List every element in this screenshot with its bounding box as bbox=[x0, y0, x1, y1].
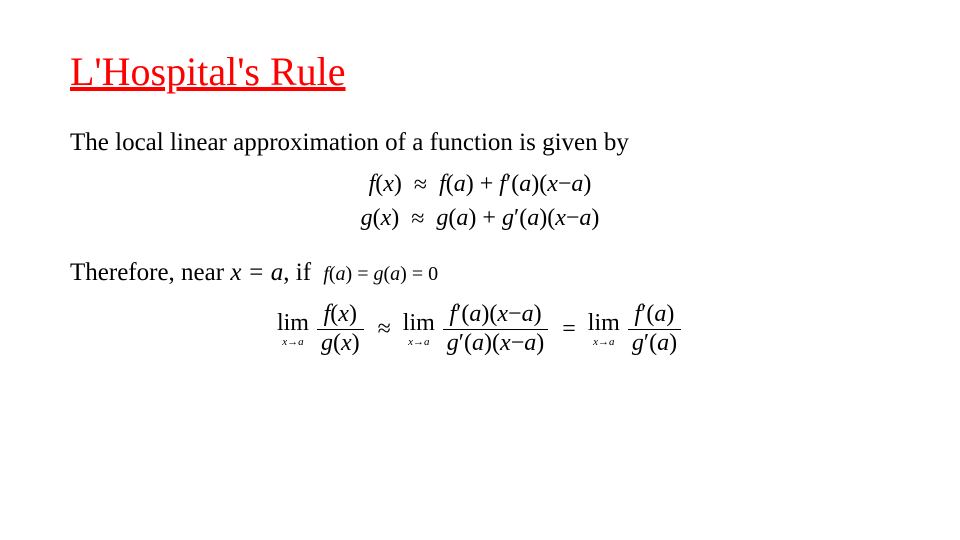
eq2-t1-fn: g bbox=[436, 205, 448, 231]
limit-2: lim x→a bbox=[403, 311, 435, 348]
eq1-t1-fn: f bbox=[439, 171, 446, 197]
eq1-t2-arg: a bbox=[519, 171, 531, 197]
lparen: ( bbox=[464, 330, 472, 356]
f2-num-minus: − bbox=[508, 301, 522, 327]
lparen: ( bbox=[547, 205, 555, 231]
therefore-prefix: Therefore, near bbox=[70, 259, 230, 286]
lparen: ( bbox=[492, 330, 500, 356]
lim-sub: x→a bbox=[588, 337, 620, 348]
eq2-lhs-arg: x bbox=[381, 205, 392, 231]
lparen: ( bbox=[649, 330, 657, 356]
f2-den-fl: x bbox=[500, 330, 511, 356]
therefore-suffix: , if bbox=[283, 259, 311, 286]
intro-text: The local linear approximation of a func… bbox=[70, 129, 890, 157]
rparen: ) bbox=[346, 263, 353, 285]
limit-1: lim x→a bbox=[277, 311, 309, 348]
cond-zero: 0 bbox=[428, 263, 438, 285]
eq2-plus: + bbox=[482, 205, 496, 231]
rparen: ) bbox=[466, 171, 474, 197]
equation-3: lim x→a f(x) g(x) ≈ lim x→a f′(a)(x−a) g… bbox=[70, 301, 890, 357]
condition: f(a) = g(a) = 0 bbox=[323, 263, 438, 285]
equation-1: f(x) ≈ f(a) + f′(a)(x−a) bbox=[70, 171, 890, 199]
f2-den-fn: g bbox=[447, 330, 459, 356]
eq1-factor-r: a bbox=[571, 171, 583, 197]
equation-2: g(x) ≈ g(a) + g′(a)(x−a) bbox=[70, 205, 890, 233]
eq1-minus: − bbox=[558, 171, 572, 197]
fraction-3: f′(a) g′(a) bbox=[628, 301, 681, 357]
f2-den-minus: − bbox=[511, 330, 525, 356]
rparen: ) bbox=[484, 330, 492, 356]
fraction-1: f(x) g(x) bbox=[317, 301, 364, 357]
cond-g-arg: a bbox=[390, 263, 400, 285]
rparen: ) bbox=[394, 171, 402, 197]
rparen: ) bbox=[583, 171, 591, 197]
eq2-factor-r: a bbox=[579, 205, 591, 231]
f1-den-fn: g bbox=[321, 330, 333, 356]
cond-g-fn: g bbox=[374, 263, 384, 285]
eq2-t2-arg: a bbox=[527, 205, 539, 231]
eq3-approx: ≈ bbox=[372, 316, 397, 343]
therefore-var: x = a bbox=[230, 259, 283, 286]
lim-text: lim bbox=[277, 311, 309, 335]
eq1-factor-l: x bbox=[547, 171, 558, 197]
lim-sub: x→a bbox=[403, 337, 435, 348]
eq2-factor-l: x bbox=[555, 205, 566, 231]
eq2-t1-arg: a bbox=[456, 205, 468, 231]
rparen: ) bbox=[468, 205, 476, 231]
eq1-lhs-arg: x bbox=[383, 171, 394, 197]
f2-num-arg: a bbox=[469, 301, 481, 327]
f3-num-arg: a bbox=[654, 301, 666, 327]
limit-3: lim x→a bbox=[588, 311, 620, 348]
lparen: ( bbox=[373, 205, 381, 231]
lparen: ( bbox=[446, 171, 454, 197]
f3-den-arg: a bbox=[657, 330, 669, 356]
f2-num-fl: x bbox=[497, 301, 508, 327]
lparen: ( bbox=[333, 330, 341, 356]
rparen: ) bbox=[349, 301, 357, 327]
rparen: ) bbox=[666, 301, 674, 327]
eq1-plus: + bbox=[480, 171, 494, 197]
slide: L'Hospital's Rule The local linear appro… bbox=[0, 0, 960, 540]
cond-f-arg: a bbox=[336, 263, 346, 285]
eq1-t2-fn: f bbox=[499, 171, 506, 197]
lim-text: lim bbox=[403, 311, 435, 335]
lparen: ( bbox=[519, 205, 527, 231]
eq3-equals: = bbox=[556, 316, 582, 343]
eq2-lhs-fn: g bbox=[361, 205, 373, 231]
eq2-minus: − bbox=[566, 205, 580, 231]
f2-num-fr: a bbox=[522, 301, 534, 327]
rparen: ) bbox=[591, 205, 599, 231]
eq2-t2-fn: g bbox=[502, 205, 514, 231]
rparen: ) bbox=[352, 330, 360, 356]
f2-den-fr: a bbox=[524, 330, 536, 356]
f2-den-arg: a bbox=[472, 330, 484, 356]
rparen: ) bbox=[534, 301, 542, 327]
eq2-approx: ≈ bbox=[405, 206, 430, 233]
eq1-approx: ≈ bbox=[408, 172, 433, 199]
fraction-2: f′(a)(x−a) g′(a)(x−a) bbox=[443, 301, 548, 357]
f3-den-fn: g bbox=[632, 330, 644, 356]
lim-sub: x→a bbox=[277, 337, 309, 348]
rparen: ) bbox=[539, 205, 547, 231]
rparen: ) bbox=[669, 330, 677, 356]
rparen: ) bbox=[400, 263, 407, 285]
f1-den-arg: x bbox=[341, 330, 352, 356]
slide-title: L'Hospital's Rule bbox=[70, 48, 890, 95]
cond-eq2: = bbox=[412, 263, 423, 285]
lim-text: lim bbox=[588, 311, 620, 335]
cond-eq1: = bbox=[357, 263, 368, 285]
rparen: ) bbox=[536, 330, 544, 356]
rparen: ) bbox=[391, 205, 399, 231]
lparen: ( bbox=[329, 263, 336, 285]
eq1-t1-arg: a bbox=[454, 171, 466, 197]
therefore-line: Therefore, near x = a, if f(a) = g(a) = … bbox=[70, 259, 890, 287]
f1-num-arg: x bbox=[338, 301, 349, 327]
